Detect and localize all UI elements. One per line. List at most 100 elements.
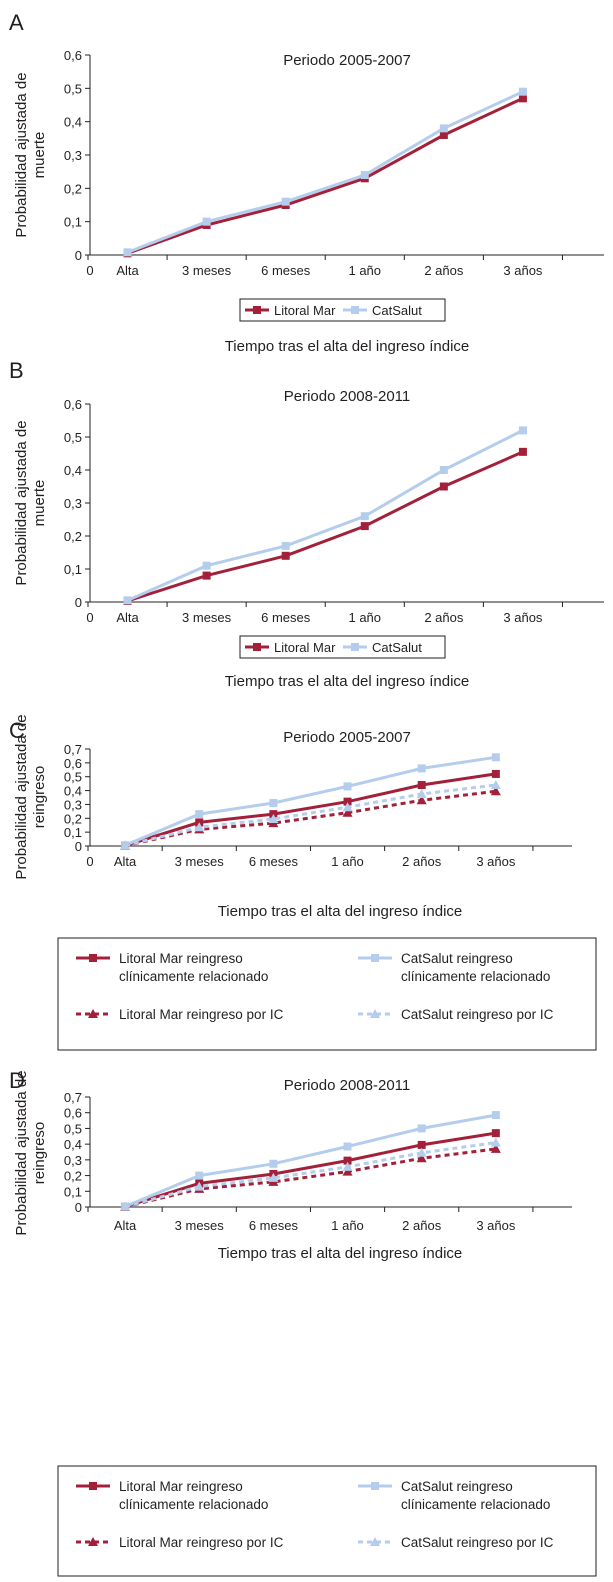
series-point bbox=[439, 466, 448, 474]
y-tick-label: 0,4 bbox=[64, 463, 82, 478]
series-point bbox=[518, 447, 527, 456]
series-point bbox=[518, 426, 527, 435]
legend-swatch-marker bbox=[351, 306, 359, 314]
legend-swatch-marker bbox=[351, 643, 359, 651]
series-point bbox=[281, 197, 290, 206]
legend-swatch-marker bbox=[253, 306, 261, 314]
series-point bbox=[269, 1159, 278, 1168]
y-tick-label: 0,5 bbox=[64, 1121, 82, 1136]
chart-title: Periodo 2005-2007 bbox=[283, 729, 411, 746]
x-tick-label: 1 año bbox=[348, 610, 381, 625]
series-point bbox=[490, 780, 501, 790]
x-tick-label: Alta bbox=[114, 1218, 137, 1233]
series-point bbox=[268, 1172, 279, 1182]
legend-swatch-marker bbox=[370, 1009, 380, 1018]
series-point bbox=[439, 124, 448, 133]
x-tick-label: 3 años bbox=[503, 263, 543, 278]
x-tick-label: 3 meses bbox=[175, 854, 225, 869]
y-axis-label-line-1: Probabilidad ajustada de bbox=[13, 72, 30, 237]
series-point bbox=[120, 1201, 131, 1211]
x-axis-label: Tiempo tras el alta del ingreso índice bbox=[225, 338, 470, 355]
series-line-2 bbox=[124, 789, 496, 848]
chart-title: Periodo 2005-2007 bbox=[283, 52, 411, 69]
y-axis-label-line-2: muerte bbox=[31, 480, 48, 527]
panel-letter-a: A bbox=[9, 10, 24, 35]
y-tick-label: 0,5 bbox=[64, 81, 82, 96]
x-tick-label: 6 meses bbox=[249, 1218, 299, 1233]
y-tick-label: 0 bbox=[75, 248, 82, 263]
panel-letter-b: B bbox=[9, 358, 24, 383]
series-line-1 bbox=[124, 755, 497, 847]
y-tick-label: 0,4 bbox=[64, 1137, 82, 1152]
y-tick-label: 0,7 bbox=[64, 1090, 82, 1105]
x-tick-label: 3 meses bbox=[175, 1218, 225, 1233]
legend-label: CatSalut reingreso por IC bbox=[401, 1535, 554, 1550]
y-tick-label: 0,6 bbox=[64, 756, 82, 771]
y-tick-label: 0,6 bbox=[64, 397, 82, 412]
legend-label: Litoral Mar bbox=[274, 640, 336, 655]
series-point bbox=[343, 1142, 352, 1151]
series-point bbox=[416, 1153, 427, 1163]
series-line-0 bbox=[126, 96, 524, 255]
series-point bbox=[439, 131, 448, 139]
x-tick-label: 2 años bbox=[424, 263, 464, 278]
series-point bbox=[202, 571, 211, 580]
series-point bbox=[281, 551, 290, 560]
y-tick-label: 0,5 bbox=[64, 770, 82, 785]
legend-swatch-marker bbox=[370, 1537, 380, 1546]
y-axis-label-line-2: reingreso bbox=[31, 766, 48, 829]
series-point bbox=[195, 810, 204, 819]
x-origin-label: 0 bbox=[86, 854, 93, 869]
x-tick-label: Alta bbox=[116, 263, 139, 278]
legend-swatch-marker bbox=[89, 954, 97, 962]
series-point bbox=[491, 753, 500, 762]
y-tick-label: 0,2 bbox=[64, 1169, 82, 1184]
series-line-1 bbox=[124, 1113, 497, 1208]
series-point bbox=[343, 1156, 352, 1165]
legend-box bbox=[239, 635, 446, 659]
y-axis-label-line-1: Probabilidad ajustada de bbox=[13, 1070, 30, 1235]
legend-label: CatSalut reingreso por IC bbox=[401, 1007, 554, 1022]
legend-box bbox=[57, 1465, 597, 1577]
series-point bbox=[491, 769, 500, 778]
series-point bbox=[416, 1147, 427, 1157]
legend-swatch-marker bbox=[371, 954, 379, 962]
legend-swatch-marker bbox=[89, 1482, 97, 1490]
series-point bbox=[194, 1181, 205, 1191]
x-axis-label: Tiempo tras el alta del ingreso índice bbox=[218, 1245, 463, 1262]
series-point bbox=[490, 786, 501, 796]
series-point bbox=[343, 782, 352, 791]
y-axis-label-line-2: reingreso bbox=[31, 1122, 48, 1185]
series-line-3 bbox=[124, 783, 496, 848]
x-tick-label: 6 meses bbox=[261, 263, 311, 278]
series-line-0 bbox=[124, 1131, 497, 1209]
series-point bbox=[281, 541, 290, 550]
x-origin-label: 0 bbox=[86, 263, 93, 278]
y-tick-label: 0,2 bbox=[64, 181, 82, 196]
series-point bbox=[120, 840, 131, 850]
x-tick-label: 1 año bbox=[331, 1218, 364, 1233]
legend-label: Litoral Mar reingreso por IC bbox=[119, 1007, 284, 1022]
series-point bbox=[202, 217, 211, 226]
series-line-1 bbox=[126, 429, 524, 602]
y-axis-label-line-1: Probabilidad ajustada de bbox=[13, 714, 30, 879]
y-tick-label: 0,1 bbox=[64, 562, 82, 577]
series-point bbox=[417, 764, 426, 773]
x-origin-label: 0 bbox=[86, 610, 93, 625]
series-line-0 bbox=[127, 450, 524, 603]
series-line-0 bbox=[124, 772, 497, 848]
series-line-1 bbox=[126, 90, 524, 254]
series-point bbox=[491, 1111, 500, 1120]
series-point bbox=[417, 1124, 426, 1133]
legend-label: Litoral Mar reingreso por IC bbox=[119, 1535, 284, 1550]
legend-swatch-marker bbox=[371, 1482, 379, 1490]
series-line-2 bbox=[124, 1147, 496, 1209]
legend-label: Litoral Mar reingreso bbox=[119, 951, 243, 966]
y-tick-label: 0,2 bbox=[64, 811, 82, 826]
panel-letter-d: D bbox=[9, 1068, 25, 1093]
y-tick-label: 0,3 bbox=[64, 1153, 82, 1168]
y-tick-label: 0,1 bbox=[64, 215, 82, 230]
series-point bbox=[342, 1166, 353, 1176]
legend-label: clínicamente relacionado bbox=[119, 969, 268, 984]
